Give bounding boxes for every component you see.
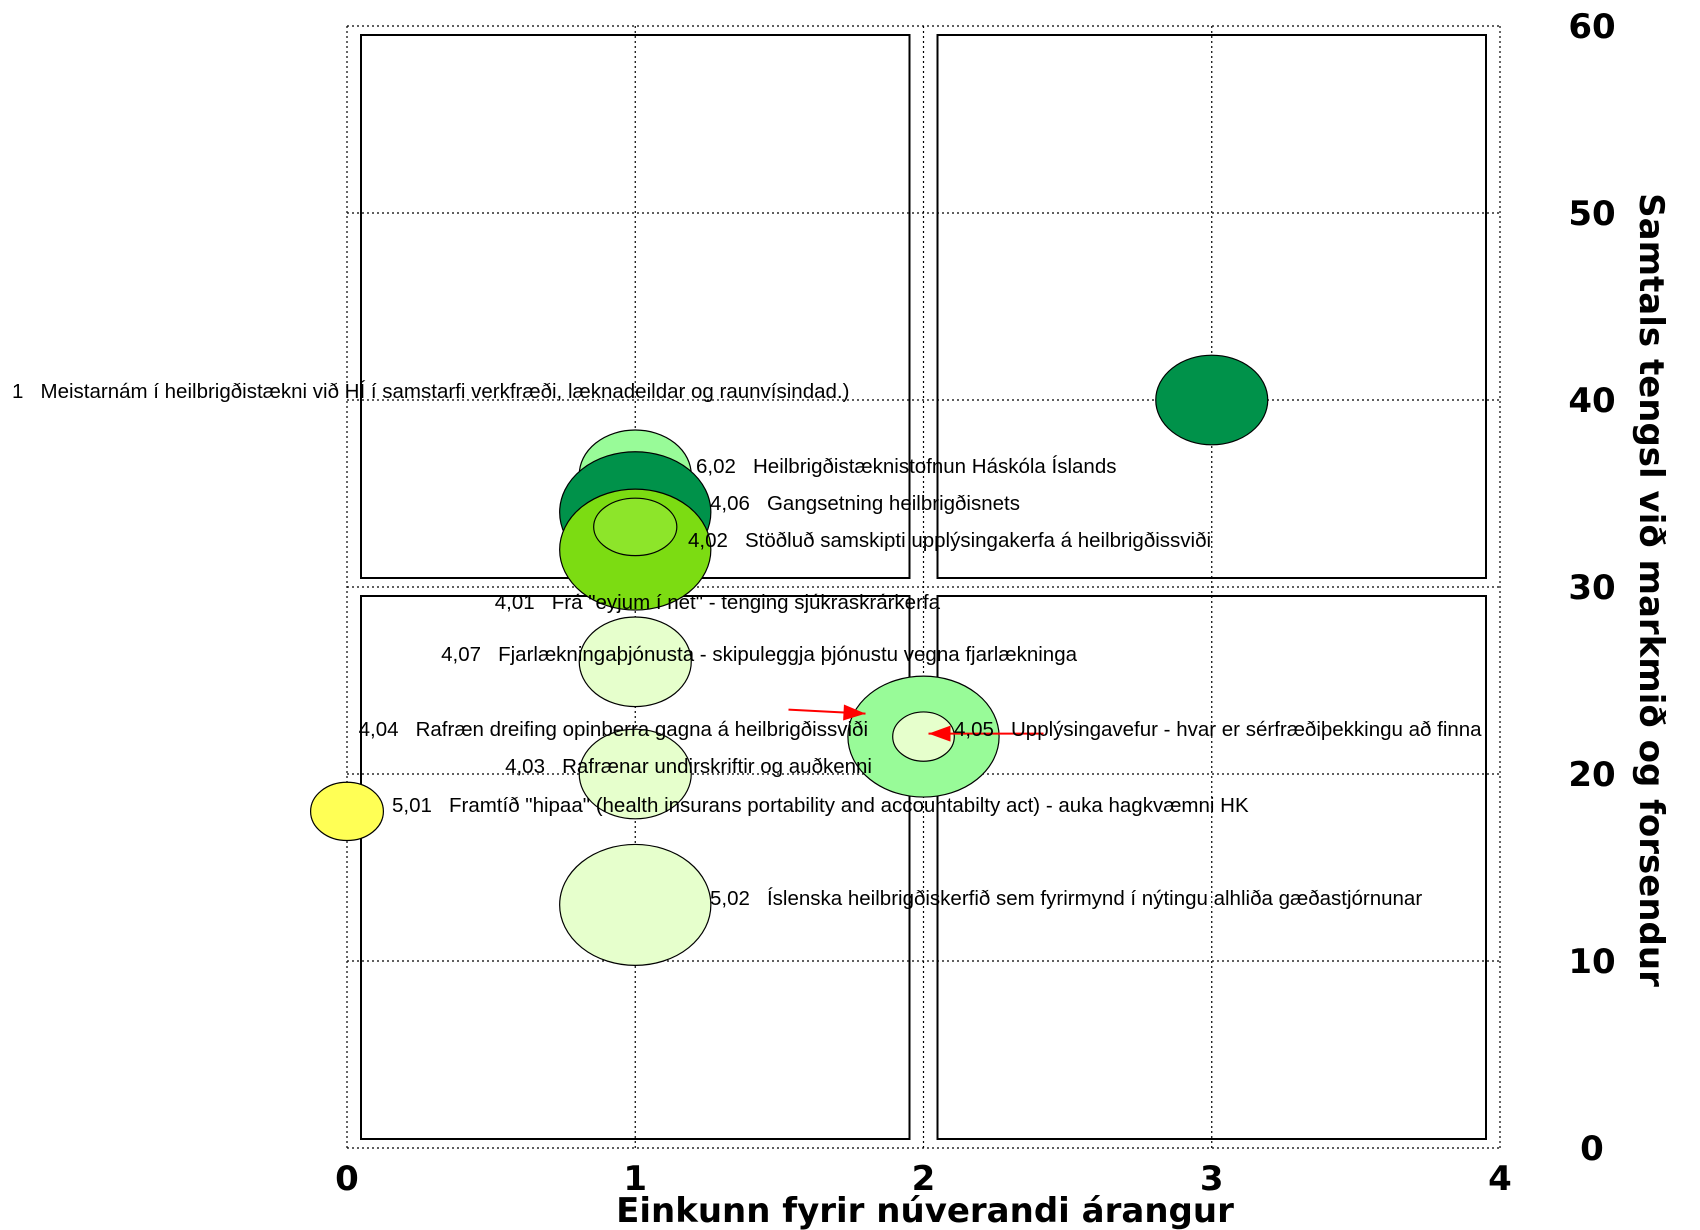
y-tick-label: 60 (1568, 7, 1615, 47)
quadrant-box (936, 34, 1487, 579)
red-arrow-head (928, 725, 951, 742)
x-tick-label: 3 (1200, 1159, 1224, 1199)
x-tick-label: 1 (623, 1159, 647, 1199)
y-tick-label: 50 (1568, 194, 1615, 234)
quadrant-box (936, 595, 1487, 1140)
x-tick-labels: 0 1 2 3 4 (335, 1159, 1512, 1199)
y-tick-label: 30 (1568, 568, 1615, 608)
bubble-label: 4,06 Gangsetning heilbrigðisnets (710, 492, 1020, 515)
bubble-label: 4,03 Rafrænar undirskriftir og auðkenni (505, 755, 872, 778)
y-tick-label: 40 (1568, 381, 1615, 421)
bubble (559, 843, 712, 966)
bubble-label: 4,04 Rafræn dreifing opinberra gagna á h… (359, 718, 868, 741)
bubble (578, 728, 692, 820)
bubble (578, 616, 692, 708)
bubble-label: 1 Meistarnám í heilbrigðistækni við HÍ í… (12, 380, 849, 403)
x-tick-label: 4 (1488, 1159, 1512, 1199)
y-tick-label: 10 (1568, 942, 1615, 982)
bubble (310, 781, 385, 842)
bubble-inner (593, 497, 678, 557)
x-tick-label: 0 (335, 1159, 359, 1199)
bubble-label: 4,07 Fjarlækningaþjónusta - skipuleggja … (441, 643, 1077, 666)
y-axis-label: Samtals tengsl við markmið og forsendur (1631, 193, 1671, 987)
bubbles (310, 354, 1269, 966)
x-tick-label: 2 (912, 1159, 936, 1199)
grid (346, 25, 1501, 1149)
bubble-label: 4,01 Frá "eyjum í net" - tenging sjúkras… (495, 591, 941, 614)
bubble-label: 4,05 Upplýsingavefur - hvar er sérfræðiþ… (954, 718, 1482, 741)
bubble-label: 5,01 Framtíð "hipaa" (health insurans po… (392, 794, 1249, 817)
bubble-label: 4,02 Stöðluð samskipti upplýsingakerfa á… (688, 529, 1211, 552)
bubble-labels: 1 Meistarnám í heilbrigðistækni við HÍ í… (12, 380, 1482, 910)
bubble (1155, 354, 1269, 446)
x-axis-label: Einkunn fyrir núverandi árangur (616, 1191, 1234, 1230)
y-tick-label: 20 (1568, 755, 1615, 795)
bubble (892, 711, 955, 762)
bubble-label: 6,02 Heilbrigðistæknistofnun Háskóla Ísl… (696, 455, 1116, 478)
y-tick-labels: 0 10 20 30 40 50 60 (1568, 7, 1615, 1169)
red-arrow-head (843, 704, 866, 721)
y-tick-label: 0 (1580, 1129, 1604, 1169)
bubble-label: 5,02 Íslenska heilbrigðiskerfið sem fyri… (710, 887, 1422, 910)
arrows (788, 704, 1044, 742)
